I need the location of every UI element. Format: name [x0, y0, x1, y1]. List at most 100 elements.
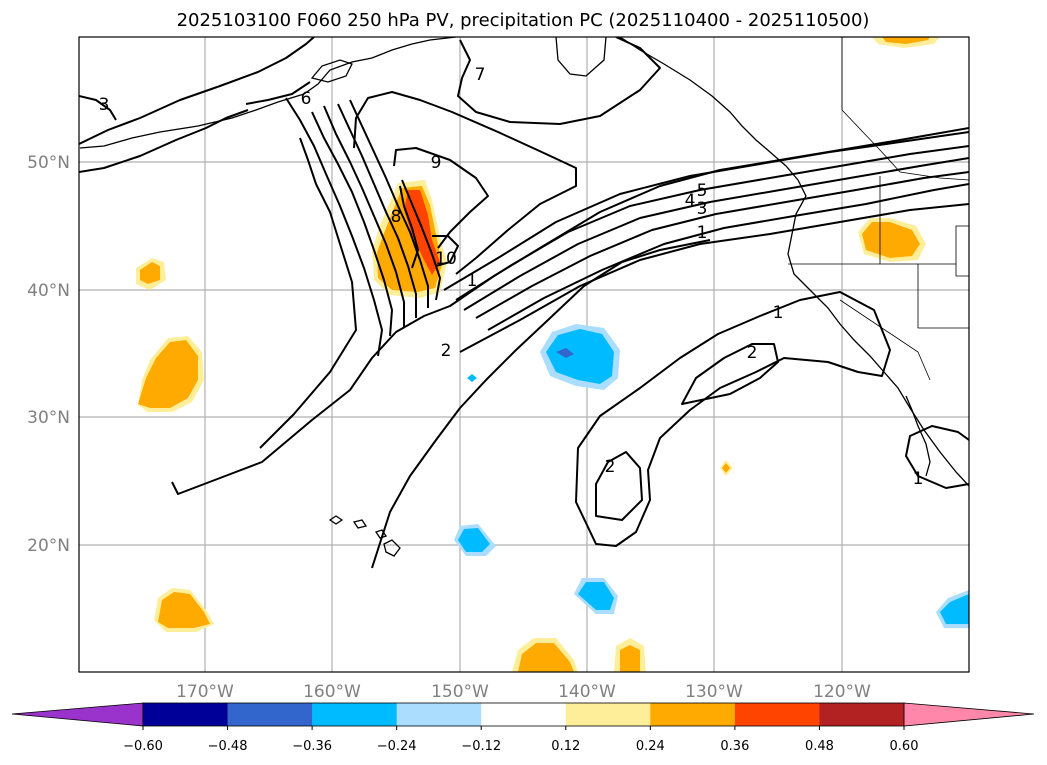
precip-positive-area	[140, 262, 160, 284]
precip-positive-area	[158, 592, 210, 628]
gridlines	[79, 37, 969, 672]
pv-contour	[399, 185, 419, 269]
contour-label: 1	[773, 303, 784, 323]
precip-positive-area	[518, 643, 574, 672]
map-background	[79, 37, 969, 672]
lat-label: 50°N	[27, 153, 70, 173]
contour-label: 1	[913, 469, 924, 489]
latitude-labels: 50°N 40°N 30°N 20°N	[27, 153, 70, 556]
colorbar-label: −0.24	[377, 739, 417, 754]
contour-label: 4	[685, 191, 696, 211]
pv-contour	[443, 131, 969, 291]
lon-label: 160°W	[303, 682, 361, 702]
coastline-island	[310, 59, 353, 83]
pv-contour	[323, 105, 405, 328]
contour-label: 9	[431, 153, 442, 173]
pv-contour	[432, 235, 459, 267]
pv-contour	[595, 451, 643, 521]
precip-negative-area	[578, 582, 614, 610]
colorbar: −0.60 −0.48 −0.36 −0.24 −0.12 0.12 0.24 0.36 0.4…	[11, 702, 1035, 754]
colorbar-over-arrow	[903, 702, 1035, 727]
colorbar-swatch	[734, 703, 820, 726]
coastline-alaska	[79, 37, 457, 149]
contour-label: 3	[697, 199, 708, 219]
lat-label: 20°N	[27, 536, 70, 556]
colorbar-swatch	[565, 703, 651, 726]
pv-contour	[487, 183, 969, 331]
pv-contour	[79, 109, 249, 173]
contour-label: 8	[391, 207, 402, 227]
colorbar-swatch	[481, 703, 567, 726]
lon-label: 140°W	[558, 682, 616, 702]
colorbar-label: 0.12	[551, 739, 580, 754]
colorbar-label: −0.12	[461, 739, 501, 754]
pv-contour	[457, 37, 661, 125]
colorbar-swatch	[312, 703, 398, 726]
longitude-labels: 170°W 160°W 150°W 140°W 130°W 120°W	[176, 682, 871, 702]
figure-title: 2025103100 F060 250 hPa PV, precipitatio…	[177, 10, 870, 31]
contour-label: 10	[435, 249, 457, 269]
lat-label: 30°N	[27, 408, 70, 428]
colorbar-swatch	[143, 703, 229, 726]
precip-positive-area	[138, 340, 198, 408]
precip-negative-area	[458, 528, 490, 552]
border-line	[955, 225, 969, 277]
colorbar-under-arrow	[11, 702, 144, 727]
coastline-kodiak	[555, 37, 607, 77]
pv-contour	[259, 137, 357, 449]
colorbar-label: 0.60	[890, 739, 919, 754]
precip-positive-area	[862, 222, 920, 258]
pv-contour	[681, 343, 779, 405]
contour-label: 1	[467, 271, 478, 291]
contour-label: 2	[747, 343, 758, 363]
coastline-baja	[905, 395, 931, 477]
precip-negative-area	[546, 329, 614, 384]
precip-negative-area	[467, 374, 477, 382]
contour-label: 6	[301, 89, 312, 109]
precip-positive-area	[722, 463, 730, 473]
colorbar-label: −0.36	[292, 739, 332, 754]
pv-contour	[245, 81, 311, 105]
pv-contour	[459, 203, 969, 353]
pv-contour	[285, 97, 383, 357]
coastline-north-america	[619, 37, 969, 487]
lon-label: 130°W	[685, 682, 743, 702]
pv-contour	[455, 145, 969, 301]
pv-contour	[353, 91, 577, 275]
pv-contour	[79, 95, 117, 121]
border-line	[917, 264, 969, 329]
pv-contours	[79, 37, 969, 569]
lon-label: 120°W	[813, 682, 871, 702]
pv-contour	[393, 147, 489, 249]
lon-label: 150°W	[431, 682, 489, 702]
colorbar-label: 0.24	[636, 739, 665, 754]
pv-contour	[349, 99, 429, 308]
colorbar-swatch	[650, 703, 736, 726]
pv-contour	[463, 157, 969, 311]
contour-label: 2	[441, 341, 452, 361]
contour-label: 7	[475, 65, 486, 85]
contour-label: 2	[605, 457, 616, 477]
precip-negative-area	[940, 594, 969, 624]
pv-contour	[311, 111, 393, 337]
colorbar-swatch	[819, 703, 905, 726]
precip-positive-area	[620, 645, 640, 672]
contour-label: 1	[697, 223, 708, 243]
colorbar-label: −0.48	[208, 739, 248, 754]
pv-contour	[401, 179, 441, 301]
map-border	[78, 36, 970, 673]
colorbar-label: 0.48	[805, 739, 834, 754]
colorbar-frame	[142, 702, 905, 727]
pv-contour	[905, 425, 969, 489]
coastlines	[79, 37, 969, 557]
political-borders	[788, 37, 969, 381]
border-line	[839, 299, 931, 381]
coastline-hawaii	[328, 515, 401, 557]
contour-label: 3	[99, 95, 110, 115]
contour-label: 5	[697, 181, 708, 201]
colorbar-label: 0.36	[720, 739, 749, 754]
pv-contour	[575, 291, 891, 547]
colorbar-label: −0.60	[123, 739, 163, 754]
colorbar-swatch	[227, 703, 313, 726]
